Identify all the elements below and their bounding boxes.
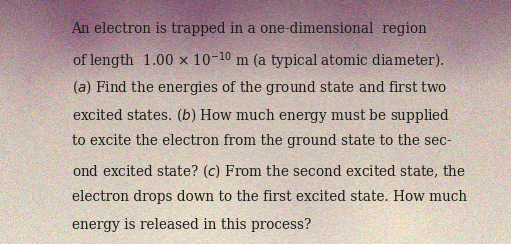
Text: ($a$) Find the energies of the ground state and first two: ($a$) Find the energies of the ground st…: [72, 78, 447, 97]
Text: to excite the electron from the ground state to the sec-: to excite the electron from the ground s…: [72, 134, 451, 148]
Text: electron drops down to the first excited state. How much: electron drops down to the first excited…: [72, 190, 467, 204]
Text: excited states. ($b$) How much energy must be supplied: excited states. ($b$) How much energy mu…: [72, 106, 450, 125]
Text: ond excited state? ($c$) From the second excited state, the: ond excited state? ($c$) From the second…: [72, 162, 466, 180]
Text: of length  1.00 $\times$ 10$^{-10}$ m (a typical atomic diameter).: of length 1.00 $\times$ 10$^{-10}$ m (a …: [72, 50, 444, 72]
Text: energy is released in this process?: energy is released in this process?: [72, 218, 311, 232]
Text: An electron is trapped in a one-dimensional  region: An electron is trapped in a one-dimensio…: [72, 22, 427, 36]
